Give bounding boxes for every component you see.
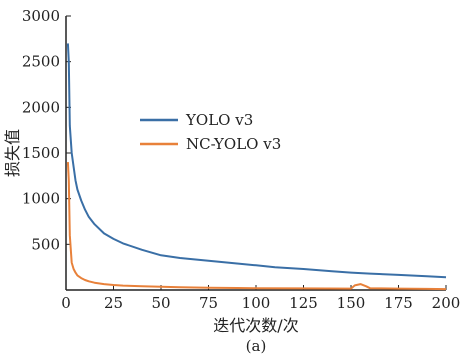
series-line-nc-yolo-v3: [66, 162, 447, 291]
y-tick-label: 1500: [22, 144, 60, 162]
x-tick-label: 150: [337, 294, 366, 312]
x-axis-label: 迭代次数/次: [213, 316, 298, 335]
y-tick-label: 1000: [22, 190, 60, 208]
x-tick-label: 75: [199, 294, 218, 312]
y-axis-label: 损失值: [3, 129, 22, 177]
x-tick-label: 100: [242, 294, 271, 312]
y-ticks: 500 1000 1500 2000 2500 3000: [22, 7, 71, 253]
x-ticks: 0 25 50 75 100 125 150 175 200: [61, 285, 460, 312]
x-tick-label: 0: [61, 294, 71, 312]
x-tick-label: 125: [289, 294, 318, 312]
legend-label-yolo-v3: YOLO v3: [185, 111, 253, 129]
x-tick-label: 200: [432, 294, 461, 312]
y-tick-label: 2000: [22, 98, 60, 116]
y-tick-label: 3000: [22, 7, 60, 25]
legend-label-nc-yolo-v3: NC-YOLO v3: [186, 135, 281, 153]
x-tick-label: 25: [104, 294, 123, 312]
series-line-yolo-v3: [66, 43, 447, 279]
caption: (a): [246, 337, 267, 355]
series-lines: [66, 43, 447, 291]
y-tick-label: 2500: [22, 53, 60, 71]
x-tick-label: 50: [151, 294, 170, 312]
x-tick-label: 175: [384, 294, 413, 312]
y-tick-label: 500: [31, 235, 60, 253]
